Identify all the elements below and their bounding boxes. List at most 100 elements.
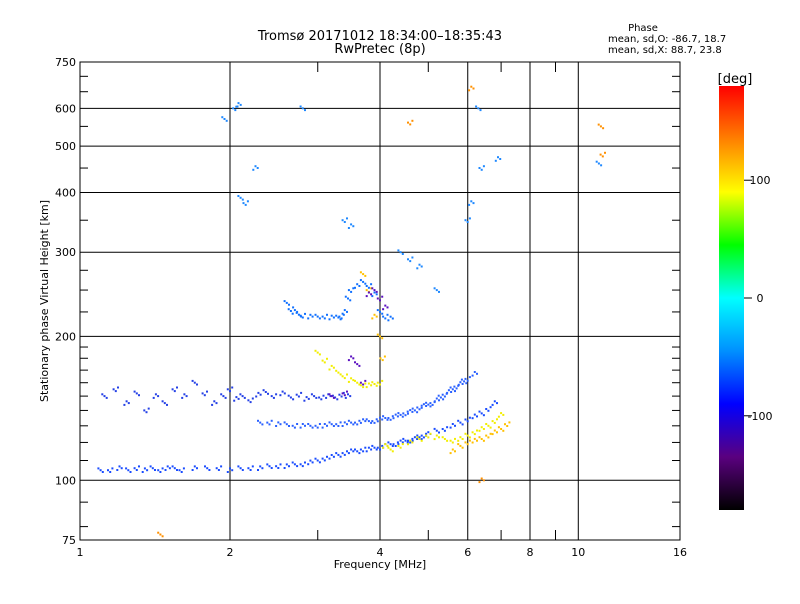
data-point [303,399,306,402]
data-point [350,290,353,293]
data-point [318,423,321,425]
data-point [371,444,374,447]
data-point [466,434,469,437]
data-point [206,390,208,393]
data-point [482,165,485,168]
data-point [299,463,302,466]
data-point [105,396,108,399]
data-point [482,414,485,417]
data-point [279,423,282,426]
data-point [497,156,499,159]
x-tick-label: 1 [77,546,84,559]
data-point [322,394,325,397]
data-point [473,413,476,416]
data-point [365,295,368,298]
data-point [497,426,500,429]
data-point [449,386,452,389]
data-point [371,420,374,423]
data-point [295,393,298,396]
data-point [453,385,456,388]
data-point [389,443,392,446]
data-point [326,313,328,316]
data-point [138,465,140,468]
data-point [157,395,160,398]
data-point [330,395,333,398]
data-point [449,426,452,429]
data-point [343,221,346,223]
data-point [441,436,444,439]
data-point [332,455,335,458]
data-point [376,381,379,384]
data-point [354,421,356,424]
data-point [281,390,284,393]
data-point [343,377,346,380]
data-point [257,419,259,422]
data-point [382,308,385,311]
data-point [370,384,373,387]
data-point [491,433,494,436]
data-point [409,439,412,442]
data-point [491,420,494,423]
data-point [335,314,338,317]
data-point [358,452,361,455]
data-point [270,419,273,422]
data-point [450,391,453,393]
data-point [386,418,389,421]
data-point [341,392,344,395]
data-point [289,310,292,312]
data-point [315,396,318,399]
data-point [346,217,348,220]
data-point [347,297,349,300]
data-point [270,467,273,469]
data-point [101,393,104,396]
data-point [362,273,365,276]
data-point [409,123,412,126]
data-point [208,469,211,471]
axis-ticks: 1 2 4 6 8 10 16 75 100 200 300 400 500 600 750 [55,56,687,559]
data-point [283,300,286,303]
data-point [299,314,302,317]
data-point [201,392,204,395]
data-point [454,437,456,440]
data-point [459,444,462,447]
data-point [326,424,328,427]
data-point [233,399,236,402]
data-point [339,455,342,458]
data-point [420,404,423,407]
data-point [468,436,471,439]
data-point [314,349,317,352]
data-point [438,436,440,439]
data-point [441,428,444,430]
data-point [254,165,257,168]
data-point [373,289,376,292]
data-point [127,402,130,405]
x-tick-label: 4 [377,546,384,559]
data-point [247,399,250,402]
data-point [221,116,224,119]
data-point [466,420,469,423]
data-point [304,312,306,315]
data-point [438,399,440,402]
data-point [330,454,333,456]
data-point [239,103,242,106]
data-point [375,384,378,387]
data-point [309,459,312,462]
data-point [480,426,483,429]
data-point [182,467,185,470]
data-point [493,400,496,403]
data-point [338,315,341,318]
data-point [346,450,348,453]
data-point [480,438,483,440]
data-point [256,167,259,169]
data-point [359,381,362,384]
data-point [401,253,404,255]
data-point [376,297,379,300]
data-point [275,393,278,396]
data-point [191,469,194,471]
data-point [225,119,228,122]
data-point [304,461,306,464]
data-point [262,389,265,392]
data-point [220,465,223,468]
data-point [305,396,308,399]
data-point [502,413,505,416]
